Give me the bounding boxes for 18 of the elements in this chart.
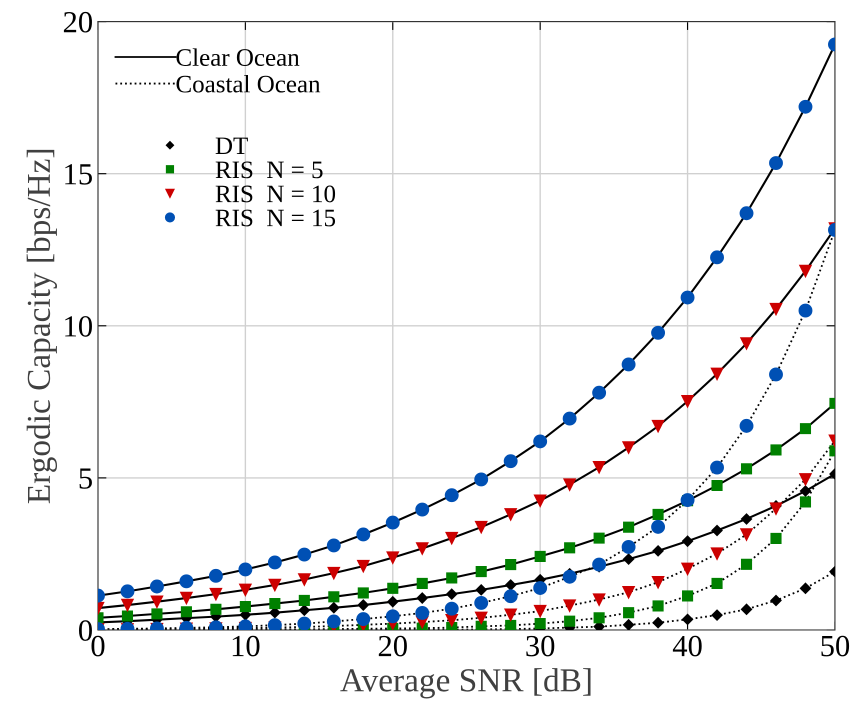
x-axis-title: Average SNR [dB]: [340, 668, 591, 698]
legend-label: RIS N = 5: [216, 161, 323, 178]
y-tick-label: 5: [80, 468, 92, 489]
x-tick-label: 50: [821, 636, 850, 656]
x-tick-label: 20: [378, 636, 407, 656]
y-tick-label: 20: [64, 12, 92, 32]
legend-label: RIS N = 15: [216, 210, 336, 226]
legend-label: DT: [216, 138, 248, 154]
annotation: Coastal Ocean: [176, 74, 320, 93]
y-tick-label: 15: [65, 164, 92, 185]
legend-label: RIS N = 10: [216, 185, 336, 202]
x-tick-label: 10: [232, 636, 260, 656]
x-tick-label: 40: [672, 636, 702, 656]
y-axis-title: Ergodic Capacity [bps/Hz]: [26, 150, 58, 504]
x-tick-label: 30: [526, 636, 554, 656]
annotation: Clear Ocean: [176, 48, 300, 66]
y-tick-label: 10: [65, 316, 92, 337]
y-tick-label: 0: [79, 620, 92, 641]
